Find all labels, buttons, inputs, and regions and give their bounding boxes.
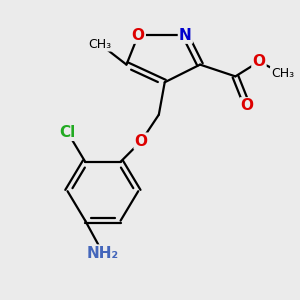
Text: NH₂: NH₂ bbox=[87, 246, 119, 261]
Text: CH₃: CH₃ bbox=[88, 38, 112, 50]
Text: CH₃: CH₃ bbox=[271, 67, 294, 80]
Text: Cl: Cl bbox=[59, 125, 76, 140]
Text: O: O bbox=[132, 28, 145, 43]
Text: O: O bbox=[135, 134, 148, 149]
Text: O: O bbox=[252, 54, 266, 69]
Text: O: O bbox=[241, 98, 254, 113]
Text: N: N bbox=[179, 28, 192, 43]
